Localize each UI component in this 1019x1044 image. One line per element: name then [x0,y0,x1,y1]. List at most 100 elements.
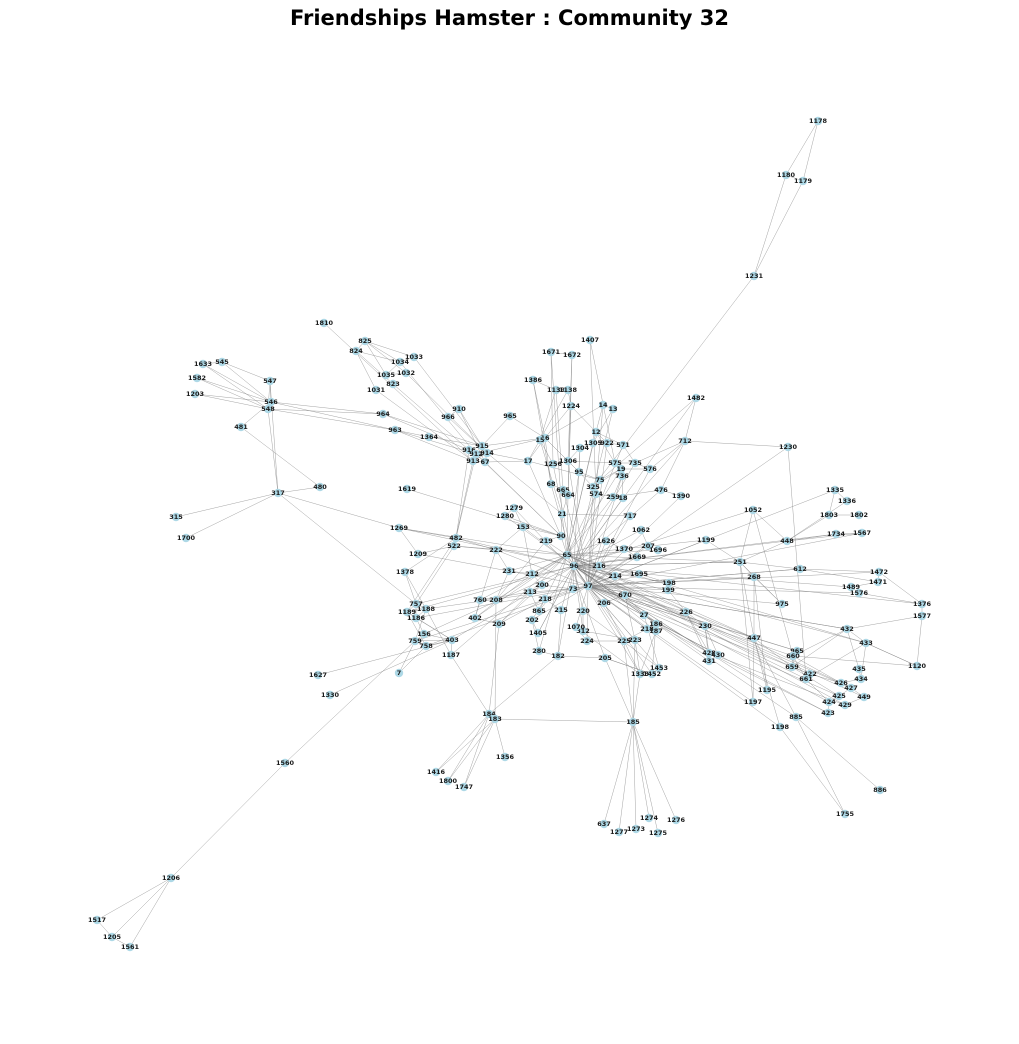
graph-node: 1274 [640,813,659,823]
node-marker [480,457,490,467]
node-marker [795,564,805,574]
node-marker [402,607,412,617]
node-label: 182 [551,652,565,660]
node-marker [791,712,801,722]
graph-node: 447 [747,633,761,643]
graph-node: 1206 [162,873,181,883]
node-marker [500,752,510,762]
graph-node: 965 [503,411,517,421]
graph-node: 423 [821,708,835,718]
graph-node: 205 [598,653,612,663]
graph-node: 1178 [809,116,828,126]
node-label: 1489 [842,583,861,591]
node-marker [875,785,885,795]
graph-node: 1416 [427,767,446,777]
node-label: 1802 [850,511,868,519]
graph-node: 760 [473,595,487,605]
edge [475,453,562,537]
node-marker [630,635,640,645]
node-marker [527,569,537,579]
node-label: 429 [838,701,852,709]
node-marker [266,397,276,407]
graph-node: 1567 [853,528,871,538]
node-label: 186 [649,620,663,628]
edge [488,655,559,715]
edge [573,462,636,567]
graph-node: 427 [844,683,858,693]
graph-node: 1186 [407,613,426,623]
edge [805,678,830,703]
node-marker [775,722,785,732]
graph-node: 886 [873,785,887,795]
node-label: 1800 [439,777,458,785]
graph-node: 575 [608,458,622,468]
node-label: 209 [492,620,506,628]
graph-node: 199 [661,585,675,595]
node-label: 425 [832,692,846,700]
node-label: 205 [598,654,612,662]
graph-node: 207 [641,541,655,551]
graph-node: 1582 [188,373,206,383]
graph-node: 259 [606,492,620,502]
graph-node: 574 [589,489,603,499]
graph-node: 200 [535,580,549,590]
node-label: 1032 [397,369,415,377]
node-marker [854,664,864,674]
graph-node: 1619 [398,484,417,494]
node-label: 1416 [427,768,446,776]
node-marker [92,915,102,925]
node-marker [217,357,227,367]
node-label: 214 [608,572,622,580]
node-label: 546 [264,398,278,406]
graph-node: 218 [640,624,654,634]
edge [573,565,625,642]
edge [587,486,594,587]
edge [557,565,575,657]
graph-node: 215 [554,605,568,615]
node-marker [491,545,501,555]
edge [498,598,546,625]
graph-node: 402 [468,613,482,623]
node-marker [431,767,441,777]
graph-node: 1364 [420,432,439,442]
node-label: 183 [488,715,502,723]
edge [364,340,387,376]
graph-node: 21 [557,509,567,519]
graph-node: 1560 [276,758,295,768]
edge [129,877,172,948]
edge [451,565,575,641]
node-label: 226 [679,608,693,616]
edge [479,591,531,601]
node-marker [459,782,469,792]
node-marker [857,528,867,538]
edge [753,576,768,691]
node-marker [351,346,361,356]
node-label: 1471 [869,578,888,586]
node-label: 1560 [276,759,295,767]
node-marker [798,176,808,186]
graph-node: 97 [583,581,593,591]
edge [399,361,477,455]
edge [398,640,416,674]
graph-node: 659 [785,662,799,672]
node-label: 823 [386,380,400,388]
edge [753,637,781,728]
edge [795,716,881,791]
graph-node: 27 [639,610,649,620]
graph-node: 317 [271,488,285,498]
edge [587,571,880,587]
graph-node: 226 [679,607,693,617]
node-label: 1269 [390,524,409,532]
edge [573,533,837,567]
node-marker [653,545,663,555]
graph-node: 1472 [870,567,888,577]
edge [277,486,321,494]
edge [592,408,614,444]
node-label: 259 [606,493,620,501]
edge [573,447,581,567]
graph-node: 1269 [390,523,409,533]
graph-node: 1489 [842,582,861,592]
edge [655,623,710,654]
node-marker [280,758,290,768]
node-label: 1364 [420,433,439,441]
